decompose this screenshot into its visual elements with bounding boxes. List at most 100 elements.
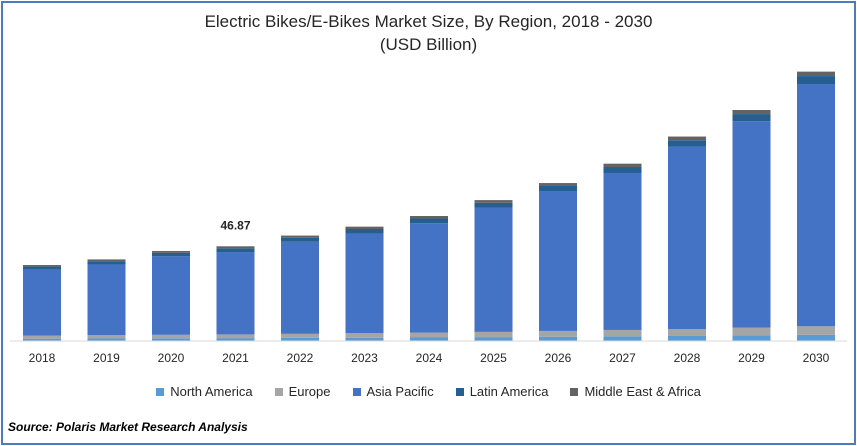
bar-segment-2022-middle-east-africa (281, 235, 319, 238)
x-tick-label-2018: 2018 (29, 351, 56, 365)
bar-segment-2021-latin-america (216, 248, 255, 253)
bar-segment-2021-asia-pacific (216, 252, 255, 335)
x-tick-label-2029: 2029 (738, 351, 765, 365)
bar-segment-2026-north-america (539, 336, 577, 341)
x-tick-label-2023: 2023 (351, 351, 378, 365)
bar-segment-2023-asia-pacific (345, 233, 384, 334)
bar-segment-2029-north-america (732, 335, 771, 341)
bar-segment-2026-europe (539, 330, 577, 337)
bar-segment-2022-north-america (281, 337, 319, 341)
bar-segment-2029-latin-america (732, 114, 771, 122)
legend-swatch-latin-america (455, 387, 464, 396)
legend: North America Europe Asia Pacific Latin Ame… (0, 384, 857, 399)
bar-segment-2027-latin-america (603, 166, 642, 173)
x-tick-label-2030: 2030 (803, 351, 830, 365)
source-note: Source: Polaris Market Research Analysis (8, 420, 248, 434)
bar-segment-2018-middle-east-africa (23, 265, 61, 267)
x-tick-label-2028: 2028 (674, 351, 701, 365)
bars-layer (23, 71, 835, 341)
x-tick-label-2021: 2021 (222, 351, 249, 365)
legend-swatch-europe (274, 387, 283, 396)
x-tick-label-2025: 2025 (480, 351, 507, 365)
bar-segment-2022-asia-pacific (281, 241, 319, 334)
legend-label-latin-america: Latin America (469, 384, 549, 399)
bar-segment-2025-north-america (474, 337, 513, 341)
legend-swatch-asia-pacific (352, 387, 361, 396)
legend-item-middle-east-africa: Middle East & Africa (570, 384, 701, 399)
legend-label-north-america: North America (170, 384, 253, 399)
bar-segment-2028-north-america (668, 335, 706, 341)
bar-segment-2018-europe (23, 335, 61, 339)
bar-segment-2024-europe (410, 332, 448, 338)
bar-segment-2019-asia-pacific (87, 264, 126, 336)
bar-segment-2020-middle-east-africa (152, 250, 190, 253)
legend-label-europe: Europe (288, 384, 331, 399)
bar-segment-2022-europe (281, 333, 319, 338)
legend-item-latin-america: Latin America (455, 384, 549, 399)
bar-segment-2026-latin-america (539, 185, 577, 192)
bar-segment-2026-middle-east-africa (539, 183, 577, 186)
x-tick-label-2024: 2024 (416, 351, 443, 365)
x-tick-label-2026: 2026 (545, 351, 572, 365)
bar-segment-2027-europe (603, 329, 642, 337)
legend-item-north-america: North America (156, 384, 253, 399)
bar-segment-2018-north-america (23, 338, 61, 341)
bar-segment-2020-north-america (152, 338, 190, 341)
bar-segment-2027-middle-east-africa (603, 163, 642, 167)
legend-label-asia-pacific: Asia Pacific (366, 384, 434, 399)
bar-segment-2030-asia-pacific (797, 84, 835, 327)
legend-item-europe: Europe (274, 384, 331, 399)
x-tick-label-2022: 2022 (287, 351, 314, 365)
bar-segment-2030-latin-america (797, 76, 835, 85)
bar-segment-2021-north-america (216, 338, 255, 341)
bar-segment-2021-europe (216, 334, 255, 339)
data-labels: 46.87 (220, 218, 250, 232)
bar-segment-2023-middle-east-africa (345, 226, 384, 229)
bar-segment-2027-north-america (603, 336, 642, 341)
bar-segment-2020-europe (152, 334, 190, 339)
bar-segment-2023-north-america (345, 337, 384, 341)
x-tick-labels: 2018 2019 2020 2021 2022 2023 2024 2025 2026 2027… (29, 351, 830, 365)
bar-segment-2019-latin-america (87, 261, 126, 265)
bar-segment-2019-middle-east-africa (87, 259, 126, 262)
bar-segment-2024-latin-america (410, 218, 448, 224)
bar-segment-2027-asia-pacific (603, 172, 642, 330)
bar-segment-2025-middle-east-africa (474, 200, 513, 203)
bar-segment-2029-middle-east-africa (732, 110, 771, 115)
bar-segment-2019-europe (87, 335, 126, 339)
bar-segment-2030-europe (797, 326, 835, 335)
legend-item-asia-pacific: Asia Pacific (352, 384, 434, 399)
bar-segment-2025-latin-america (474, 202, 513, 208)
bar-segment-2026-asia-pacific (539, 191, 577, 331)
bar-segment-2021-middle-east-africa (216, 246, 255, 249)
bar-segment-2018-asia-pacific (23, 269, 61, 336)
chart-subtitle: (USD Billion) (379, 35, 478, 54)
legend-swatch-middle-east-africa (570, 387, 579, 396)
bar-segment-2022-latin-america (281, 237, 319, 242)
bar-segment-2024-north-america (410, 337, 448, 341)
bar-segment-2029-europe (732, 327, 771, 336)
bar-segment-2023-latin-america (345, 228, 384, 234)
bar-segment-2028-middle-east-africa (668, 136, 706, 141)
bar-segment-2030-north-america (797, 334, 835, 341)
x-tick-label-2020: 2020 (158, 351, 185, 365)
bar-segment-2029-asia-pacific (732, 121, 771, 328)
bar-segment-2025-asia-pacific (474, 207, 513, 332)
bar-segment-2028-asia-pacific (668, 146, 706, 329)
x-tick-label-2027: 2027 (609, 351, 636, 365)
x-tick-label-2019: 2019 (93, 351, 120, 365)
bar-segment-2020-asia-pacific (152, 256, 190, 335)
legend-label-middle-east-africa: Middle East & Africa (584, 384, 701, 399)
data-label-2021: 46.87 (220, 218, 250, 232)
bar-segment-2023-europe (345, 333, 384, 338)
bar-segment-2020-latin-america (152, 252, 190, 257)
bar-segment-2030-middle-east-africa (797, 71, 835, 77)
bar-segment-2024-middle-east-africa (410, 216, 448, 219)
bar-segment-2018-latin-america (23, 266, 61, 270)
bar-segment-2024-asia-pacific (410, 223, 448, 333)
chart-title: Electric Bikes/E-Bikes Market Size, By R… (204, 12, 653, 31)
bar-segment-2019-north-america (87, 338, 126, 341)
bar-segment-2028-europe (668, 328, 706, 336)
bar-segment-2025-europe (474, 331, 513, 338)
